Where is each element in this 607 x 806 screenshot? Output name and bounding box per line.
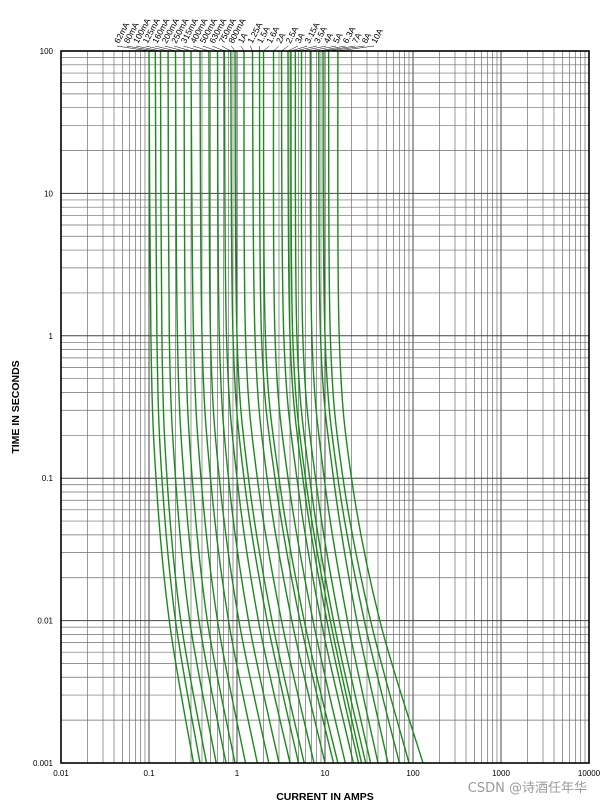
x-tick-label: 100 — [406, 769, 420, 778]
series-line — [148, 50, 195, 764]
series-line — [159, 50, 208, 764]
series-label-leader — [310, 45, 336, 52]
series-label-leader — [281, 45, 289, 52]
x-tick-label: 10000 — [578, 769, 601, 778]
series-line — [174, 50, 227, 764]
series-label: 5A — [331, 31, 345, 45]
series-line — [167, 50, 217, 764]
series-label: 3A — [293, 31, 307, 45]
series-label-leader — [145, 45, 169, 52]
series-label-leader — [135, 45, 161, 52]
series-line — [309, 50, 379, 764]
series-line — [262, 50, 339, 764]
series-label-leader — [212, 45, 225, 52]
series-label-leader — [193, 45, 210, 52]
series-line — [272, 50, 346, 764]
series-label-leader — [263, 45, 270, 52]
series-label-leader — [231, 45, 236, 52]
series-label-leader — [295, 45, 317, 52]
series-label-leader — [240, 45, 245, 52]
series-line — [322, 50, 401, 764]
series-line — [258, 50, 335, 764]
series-line — [223, 50, 291, 764]
x-axis-title: CURRENT IN AMPS — [276, 791, 374, 803]
series-line — [337, 50, 424, 764]
y-tick-label: 10 — [44, 189, 53, 198]
series-label-leader — [221, 45, 231, 52]
series-label-leader — [290, 45, 308, 52]
series-label-leader — [301, 45, 327, 52]
plot-frame — [60, 50, 590, 764]
series-line — [318, 50, 389, 764]
series-labels: 62mA80mA100mA125mA160mA200mA250mA315mA40… — [112, 16, 385, 52]
series-line — [199, 50, 258, 764]
x-tick-label: 0.01 — [53, 769, 69, 778]
series-line — [251, 50, 326, 764]
series-line — [190, 50, 247, 764]
series-label: 8A — [359, 31, 373, 45]
x-tick-label: 1 — [235, 769, 240, 778]
series-line — [243, 50, 315, 764]
watermark: CSDN @诗酒任年华 — [467, 781, 587, 796]
series-line — [327, 50, 410, 764]
series-line — [230, 50, 300, 764]
series-label-leader — [126, 45, 156, 52]
series-line — [234, 50, 305, 764]
series-label-leader — [328, 45, 365, 52]
y-tick-label: 1 — [49, 332, 54, 341]
series-line — [154, 50, 201, 764]
series-label-leader — [183, 45, 201, 52]
y-tick-label: 100 — [40, 47, 54, 56]
series-label-leader — [337, 45, 375, 52]
series-label-leader — [155, 45, 176, 52]
series-label-leader — [174, 45, 192, 52]
series-label-leader — [273, 45, 279, 52]
series-label-leader — [202, 45, 218, 52]
series-line — [300, 50, 372, 764]
series-line — [208, 50, 270, 764]
y-tick-label: 0.1 — [42, 474, 54, 483]
series-label: 1A — [236, 31, 250, 45]
series-label-leader — [323, 45, 356, 52]
series-line — [216, 50, 280, 764]
series-label-leader — [250, 45, 253, 52]
series-label: 10A — [369, 27, 385, 45]
y-axis-title: TIME IN SECONDS — [10, 360, 22, 453]
series-line — [287, 50, 360, 764]
series-label-leader — [164, 45, 185, 52]
series-label-leader — [318, 45, 346, 52]
x-tick-label: 0.1 — [143, 769, 155, 778]
series-line — [294, 50, 367, 764]
series-line — [183, 50, 236, 764]
x-tick-label: 1000 — [492, 769, 510, 778]
series-curves — [148, 50, 424, 764]
y-tick-label: 0.001 — [33, 759, 54, 768]
series-label: 4A — [321, 31, 335, 45]
series-label-leader — [116, 45, 150, 52]
series-label: 7A — [350, 31, 364, 45]
x-tick-label: 10 — [321, 769, 330, 778]
series-label-leader — [287, 45, 298, 52]
series-line — [290, 50, 363, 764]
series-label: 2A — [274, 31, 288, 45]
series-line — [280, 50, 355, 764]
y-tick-label: 0.01 — [37, 617, 53, 626]
